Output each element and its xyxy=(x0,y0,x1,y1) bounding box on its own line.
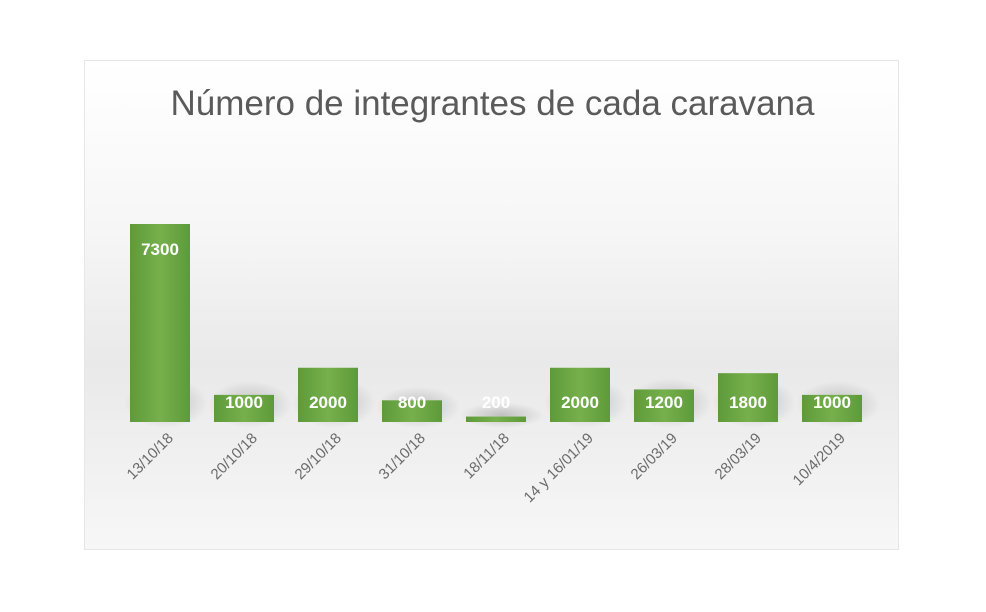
bar-value-label: 800 xyxy=(398,393,426,412)
x-tick-label: 13/10/18 xyxy=(124,430,177,483)
x-tick-label: 26/03/19 xyxy=(628,430,681,483)
x-tick-label: 14 y 16/01/19 xyxy=(521,430,597,506)
bar-value-label: 200 xyxy=(482,393,510,412)
bar-value-label: 2000 xyxy=(309,393,347,412)
bar-1[interactable] xyxy=(130,224,190,422)
bar-chart: 7300 1000 2000 800 200 2000 1200 1800 1000 13/10… xyxy=(124,224,880,506)
x-tick-label: 20/10/18 xyxy=(208,430,261,483)
bar-4[interactable] xyxy=(382,400,442,422)
bar-8[interactable] xyxy=(718,373,778,422)
chart-card: Número de integrantes de cada caravana 7… xyxy=(84,60,899,550)
x-tick-label: 29/10/18 xyxy=(292,430,345,483)
data-labels-group: 7300 1000 2000 800 200 2000 1200 1800 1000 xyxy=(141,240,851,412)
bar-value-label: 1000 xyxy=(225,393,263,412)
bar-value-label: 1000 xyxy=(813,393,851,412)
bar-value-label: 2000 xyxy=(561,393,599,412)
bars-group xyxy=(130,224,862,422)
bar-7[interactable] xyxy=(634,389,694,422)
bar-value-label: 1800 xyxy=(729,393,767,412)
x-tick-label: 31/10/18 xyxy=(376,430,429,483)
chart-title: Número de integrantes de cada caravana xyxy=(170,84,815,123)
bar-2[interactable] xyxy=(214,394,274,422)
bar-9[interactable] xyxy=(802,394,862,422)
x-tick-label: 28/03/19 xyxy=(712,430,765,483)
bar-3[interactable] xyxy=(298,367,358,422)
bar-value-label: 7300 xyxy=(141,240,179,259)
x-axis-tick-labels: 13/10/18 20/10/18 29/10/18 31/10/18 18/11/18… xyxy=(124,430,849,506)
x-tick-label: 10/4/2019 xyxy=(790,430,849,489)
bar-value-label: 1200 xyxy=(645,393,683,412)
bar-6[interactable] xyxy=(550,367,610,422)
bar-5[interactable] xyxy=(466,416,526,422)
x-tick-label: 18/11/18 xyxy=(460,430,513,483)
